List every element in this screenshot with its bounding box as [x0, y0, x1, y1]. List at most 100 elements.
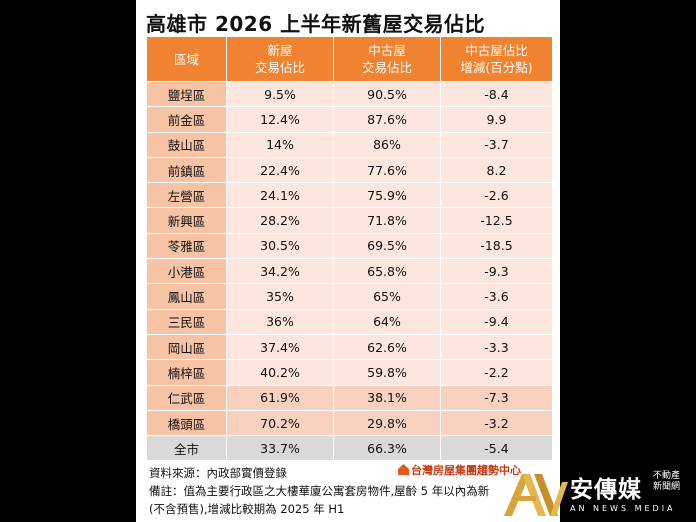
table-row: 新興區 28.2% 71.8% -12.5 — [146, 207, 553, 234]
change-cell: -9.4 — [440, 308, 553, 335]
old-share-cell: 87.6% — [333, 106, 441, 133]
change-cell: -3.2 — [440, 409, 553, 437]
change-cell: -3.3 — [440, 333, 553, 361]
old-share-cell: 65.8% — [333, 258, 441, 285]
header-new-line2: 交易佔比 — [254, 60, 305, 75]
new-share-cell: 30.5% — [226, 232, 334, 260]
old-share-cell: 65% — [333, 283, 441, 310]
table-row: 仁武區 61.9% 38.1% -7.3 — [146, 384, 553, 411]
table-header-row: 區域 新屋 交易佔比 中古屋 交易佔比 中古屋佔比 增減(百分點) — [146, 36, 553, 82]
total-region-cell: 全市 — [146, 435, 227, 462]
new-share-cell: 70.2% — [226, 409, 334, 437]
table-body: 鹽埕區 9.5% 90.5% -8.4 前金區 12.4% 87.6% 9.9 鼓山區 14% 86… — [146, 80, 553, 462]
new-share-cell: 22.4% — [226, 156, 334, 184]
table-row: 鳳山區 35% 65% -3.6 — [146, 283, 553, 310]
change-cell: -7.3 — [440, 384, 553, 411]
region-cell: 鳳山區 — [146, 283, 227, 310]
new-share-cell: 24.1% — [226, 182, 334, 209]
change-cell: -2.6 — [440, 182, 553, 209]
change-cell: -12.5 — [440, 207, 553, 234]
notes: 資料來源：內政部實價登錄 備註：值為主要行政區之大樓華廈公寓套房物件,屋齡 5 … — [149, 464, 489, 518]
house-icon — [398, 464, 409, 475]
change-cell: -18.5 — [440, 232, 553, 260]
source-text: 資料來源：內政部實價登錄 — [149, 466, 287, 480]
old-share-cell: 64% — [333, 308, 441, 335]
table-row: 鹽埕區 9.5% 90.5% -8.4 — [146, 80, 553, 108]
change-cell: -2.2 — [440, 359, 553, 386]
change-cell: -9.3 — [440, 258, 553, 285]
header-new-share: 新屋 交易佔比 — [226, 36, 334, 82]
header-old-share: 中古屋 交易佔比 — [333, 36, 441, 82]
header-new-line1: 新屋 — [267, 43, 293, 58]
new-share-cell: 34.2% — [226, 258, 334, 285]
total-change-cell: -5.4 — [440, 435, 553, 462]
old-share-cell: 69.5% — [333, 232, 441, 260]
region-cell: 鼓山區 — [146, 131, 227, 158]
region-cell: 小港區 — [146, 258, 227, 285]
change-cell: -3.6 — [440, 283, 553, 310]
an-logo-icon — [504, 474, 568, 516]
region-cell: 苓雅區 — [146, 232, 227, 260]
new-share-cell: 35% — [226, 283, 334, 310]
table-row: 左營區 24.1% 75.9% -2.6 — [146, 182, 553, 209]
old-share-cell: 77.6% — [333, 156, 441, 184]
header-change: 中古屋佔比 增減(百分點) — [440, 36, 553, 82]
watermark: 安傳媒 不動產新聞網 AN NEWS MEDIA — [500, 466, 696, 522]
table-row: 鼓山區 14% 86% -3.7 — [146, 131, 553, 158]
region-cell: 楠梓區 — [146, 359, 227, 386]
new-share-cell: 9.5% — [226, 80, 334, 108]
region-cell: 岡山區 — [146, 333, 227, 361]
total-new-share-cell: 33.7% — [226, 435, 334, 462]
old-share-cell: 59.8% — [333, 359, 441, 386]
old-share-cell: 62.6% — [333, 333, 441, 361]
change-cell: 8.2 — [440, 156, 553, 184]
table-row: 苓雅區 30.5% 69.5% -18.5 — [146, 232, 553, 260]
watermark-cn: 安傳媒 — [570, 477, 642, 503]
new-share-cell: 14% — [226, 131, 334, 158]
infographic-card: 高雄市 2026 上半年新舊屋交易佔比 區域 新屋 交易佔比 中古屋 交易佔比 … — [136, 0, 560, 522]
new-share-cell: 12.4% — [226, 106, 334, 133]
table-row: 前金區 12.4% 87.6% 9.9 — [146, 106, 553, 133]
new-share-cell: 61.9% — [226, 384, 334, 411]
region-cell: 仁武區 — [146, 384, 227, 411]
total-old-share-cell: 66.3% — [333, 435, 441, 462]
old-share-cell: 90.5% — [333, 80, 441, 108]
table-row: 橋頭區 70.2% 29.8% -3.2 — [146, 409, 553, 437]
change-cell: 9.9 — [440, 106, 553, 133]
header-change-line2: 增減(百分點) — [460, 60, 533, 75]
old-share-cell: 75.9% — [333, 182, 441, 209]
change-cell: -3.7 — [440, 131, 553, 158]
header-old-line2: 交易佔比 — [361, 60, 412, 75]
table-row: 前鎮區 22.4% 77.6% 8.2 — [146, 156, 553, 184]
total-row: 全市 33.7% 66.3% -5.4 — [146, 435, 553, 462]
note-line-1: 備註：值為主要行政區之大樓華廈公寓套房物件,屋齡 5 年以內為新 — [149, 484, 490, 498]
old-share-cell: 38.1% — [333, 384, 441, 411]
new-share-cell: 28.2% — [226, 207, 334, 234]
new-share-cell: 37.4% — [226, 333, 334, 361]
change-cell: -8.4 — [440, 80, 553, 108]
region-cell: 新興區 — [146, 207, 227, 234]
data-table: 區域 新屋 交易佔比 中古屋 交易佔比 中古屋佔比 增減(百分點) 鹽埕區 9.5… — [146, 36, 553, 462]
header-old-line1: 中古屋 — [368, 43, 406, 58]
region-cell: 三民區 — [146, 308, 227, 335]
header-change-line1: 中古屋佔比 — [465, 43, 528, 58]
note-line-2: (不含預售),增減比較期為 2025 年 H1 — [149, 502, 345, 516]
old-share-cell: 29.8% — [333, 409, 441, 437]
brand-text: 台灣房屋集團趨勢中心 — [411, 464, 521, 477]
table-row: 小港區 34.2% 65.8% -9.3 — [146, 258, 553, 285]
region-cell: 左營區 — [146, 182, 227, 209]
table-row: 岡山區 37.4% 62.6% -3.3 — [146, 333, 553, 361]
table-row: 楠梓區 40.2% 59.8% -2.2 — [146, 359, 553, 386]
region-cell: 前金區 — [146, 106, 227, 133]
region-cell: 鹽埕區 — [146, 80, 227, 108]
watermark-sub: 不動產新聞網 — [653, 471, 681, 492]
table-row: 三民區 36% 64% -9.4 — [146, 308, 553, 335]
header-region: 區域 — [146, 36, 227, 82]
region-cell: 橋頭區 — [146, 409, 227, 437]
old-share-cell: 86% — [333, 131, 441, 158]
watermark-en: AN NEWS MEDIA — [570, 504, 676, 513]
old-share-cell: 71.8% — [333, 207, 441, 234]
new-share-cell: 40.2% — [226, 359, 334, 386]
page-title: 高雄市 2026 上半年新舊屋交易佔比 — [146, 12, 486, 36]
brand-logo: 台灣房屋集團趨勢中心 — [398, 462, 521, 478]
